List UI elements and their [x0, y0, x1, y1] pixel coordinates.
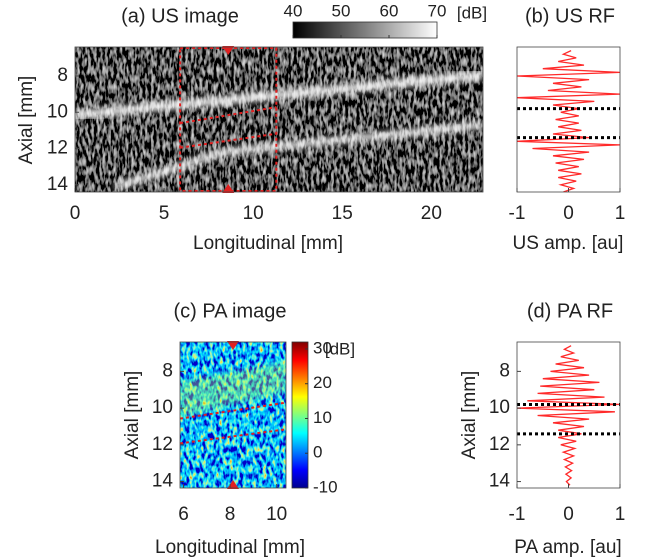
colorbar-tick-label: 0	[313, 443, 322, 462]
x-tick-label: 5	[159, 203, 170, 224]
y-tick-label: 12	[47, 138, 68, 159]
y-tick-label: 14	[489, 471, 511, 492]
x-tick-label: -1	[509, 203, 526, 224]
y-tick-label: 10	[152, 397, 173, 418]
colorbar-tick-label: 10	[313, 408, 332, 427]
x-tick-label: 8	[225, 504, 236, 525]
colorbar	[292, 21, 438, 39]
axes-frame	[516, 341, 621, 489]
rf-trace	[517, 50, 620, 192]
colorbar-tick-label: 30	[313, 338, 332, 357]
y-axis-label: Axial [mm]	[459, 371, 480, 460]
plot-area	[517, 345, 620, 486]
y-tick-label: 14	[152, 471, 174, 492]
y-tick-label: 12	[152, 434, 173, 455]
y-tick-label: 10	[47, 101, 68, 122]
y-tick-label: 14	[47, 174, 69, 195]
image-speckle	[75, 47, 483, 192]
roi-marker	[222, 46, 235, 55]
x-tick-label: 1	[615, 203, 626, 224]
panel-title: (b) US RF	[525, 5, 615, 27]
x-tick-label: 1	[615, 504, 626, 525]
panel-title: (c) PA image	[174, 300, 287, 322]
panel-title: (a) US image	[121, 5, 239, 27]
x-tick-label: 20	[421, 203, 442, 224]
colorbar-tick-label: 70	[428, 1, 447, 20]
colorbar	[291, 341, 309, 489]
plot-area	[180, 342, 286, 488]
rf-trace	[517, 345, 620, 486]
x-tick-label: 10	[243, 203, 264, 224]
y-tick-label: 8	[57, 65, 68, 86]
panel-title: (d) PA RF	[527, 300, 613, 322]
y-axis-label: Axial [mm]	[122, 371, 143, 460]
x-tick-label: 0	[563, 504, 574, 525]
colorbar-tick-label: 20	[313, 373, 332, 392]
colorbar-label: [dB]	[457, 3, 487, 22]
roi-marker	[222, 184, 235, 193]
colorbar-tick-label: 60	[380, 1, 399, 20]
colorbar-tick-label: 40	[284, 1, 303, 20]
x-axis-label: US amp. [au]	[513, 233, 624, 254]
tissue-band	[113, 121, 483, 191]
plot-area	[517, 50, 620, 192]
x-tick-label: 0	[563, 203, 574, 224]
x-tick-label: -1	[509, 504, 526, 525]
x-axis-label: Longitudinal [mm]	[193, 233, 343, 254]
axes-frame	[74, 46, 484, 193]
x-axis-label: Longitudinal [mm]	[155, 537, 305, 558]
tissue-band	[75, 70, 483, 120]
tissue-band	[180, 362, 286, 417]
x-tick-label: 6	[178, 504, 189, 525]
colorbar-label: [dB]	[325, 339, 355, 358]
y-axis-label: Axial [mm]	[16, 76, 37, 165]
axes-frame	[516, 46, 621, 193]
plot-area	[75, 47, 483, 192]
colorbar-tick-label: -10	[313, 477, 338, 496]
x-tick-label: 10	[266, 504, 287, 525]
y-tick-label: 8	[162, 360, 173, 381]
y-tick-label: 10	[489, 397, 510, 418]
roi-marker	[227, 341, 239, 350]
x-axis-label: PA amp. [au]	[514, 537, 621, 558]
image-speckle	[180, 342, 286, 488]
axes-frame	[179, 341, 287, 489]
x-tick-label: 15	[332, 203, 353, 224]
roi-boundary	[179, 106, 277, 149]
x-tick-label: 0	[70, 203, 81, 224]
y-tick-label: 12	[489, 434, 510, 455]
colorbar-tick-label: 50	[332, 1, 351, 20]
y-tick-label: 8	[499, 360, 510, 381]
